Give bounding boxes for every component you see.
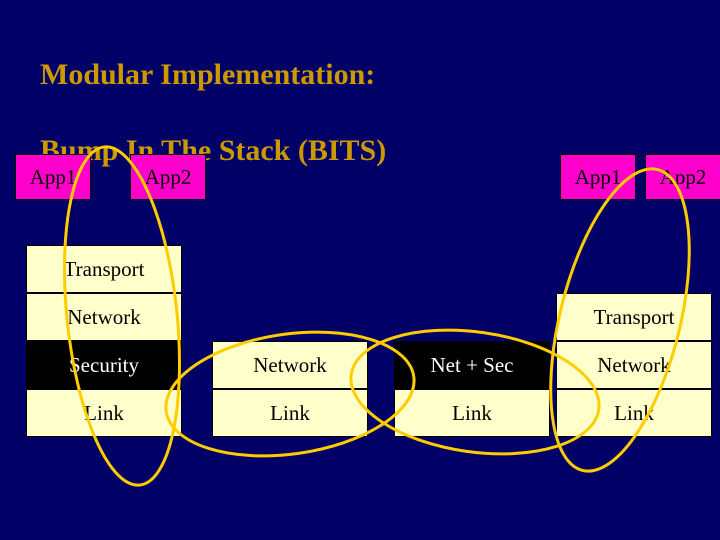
app2-left: App2 xyxy=(130,154,206,200)
col1-transport: Transport xyxy=(26,245,182,293)
slide: Modular Implementation: Bump In The Stac… xyxy=(0,0,720,540)
app1-right: App1 xyxy=(560,154,636,200)
slide-title: Modular Implementation: Bump In The Stac… xyxy=(40,18,386,170)
col1-security: Security xyxy=(26,341,182,389)
title-line2: Bump In The Stack (BITS) xyxy=(40,134,386,167)
col3-link: Link xyxy=(394,389,550,437)
col3-netsec: Net + Sec xyxy=(394,341,550,389)
col1-link: Link xyxy=(26,389,182,437)
app2-right: App2 xyxy=(645,154,720,200)
col4-network: Network xyxy=(556,341,712,389)
col4-link: Link xyxy=(556,389,712,437)
col2-network: Network xyxy=(212,341,368,389)
col4-transport: Transport xyxy=(556,293,712,341)
col1-network: Network xyxy=(26,293,182,341)
title-line1: Modular Implementation: xyxy=(40,58,375,91)
app1-left: App1 xyxy=(15,154,91,200)
col2-link: Link xyxy=(212,389,368,437)
